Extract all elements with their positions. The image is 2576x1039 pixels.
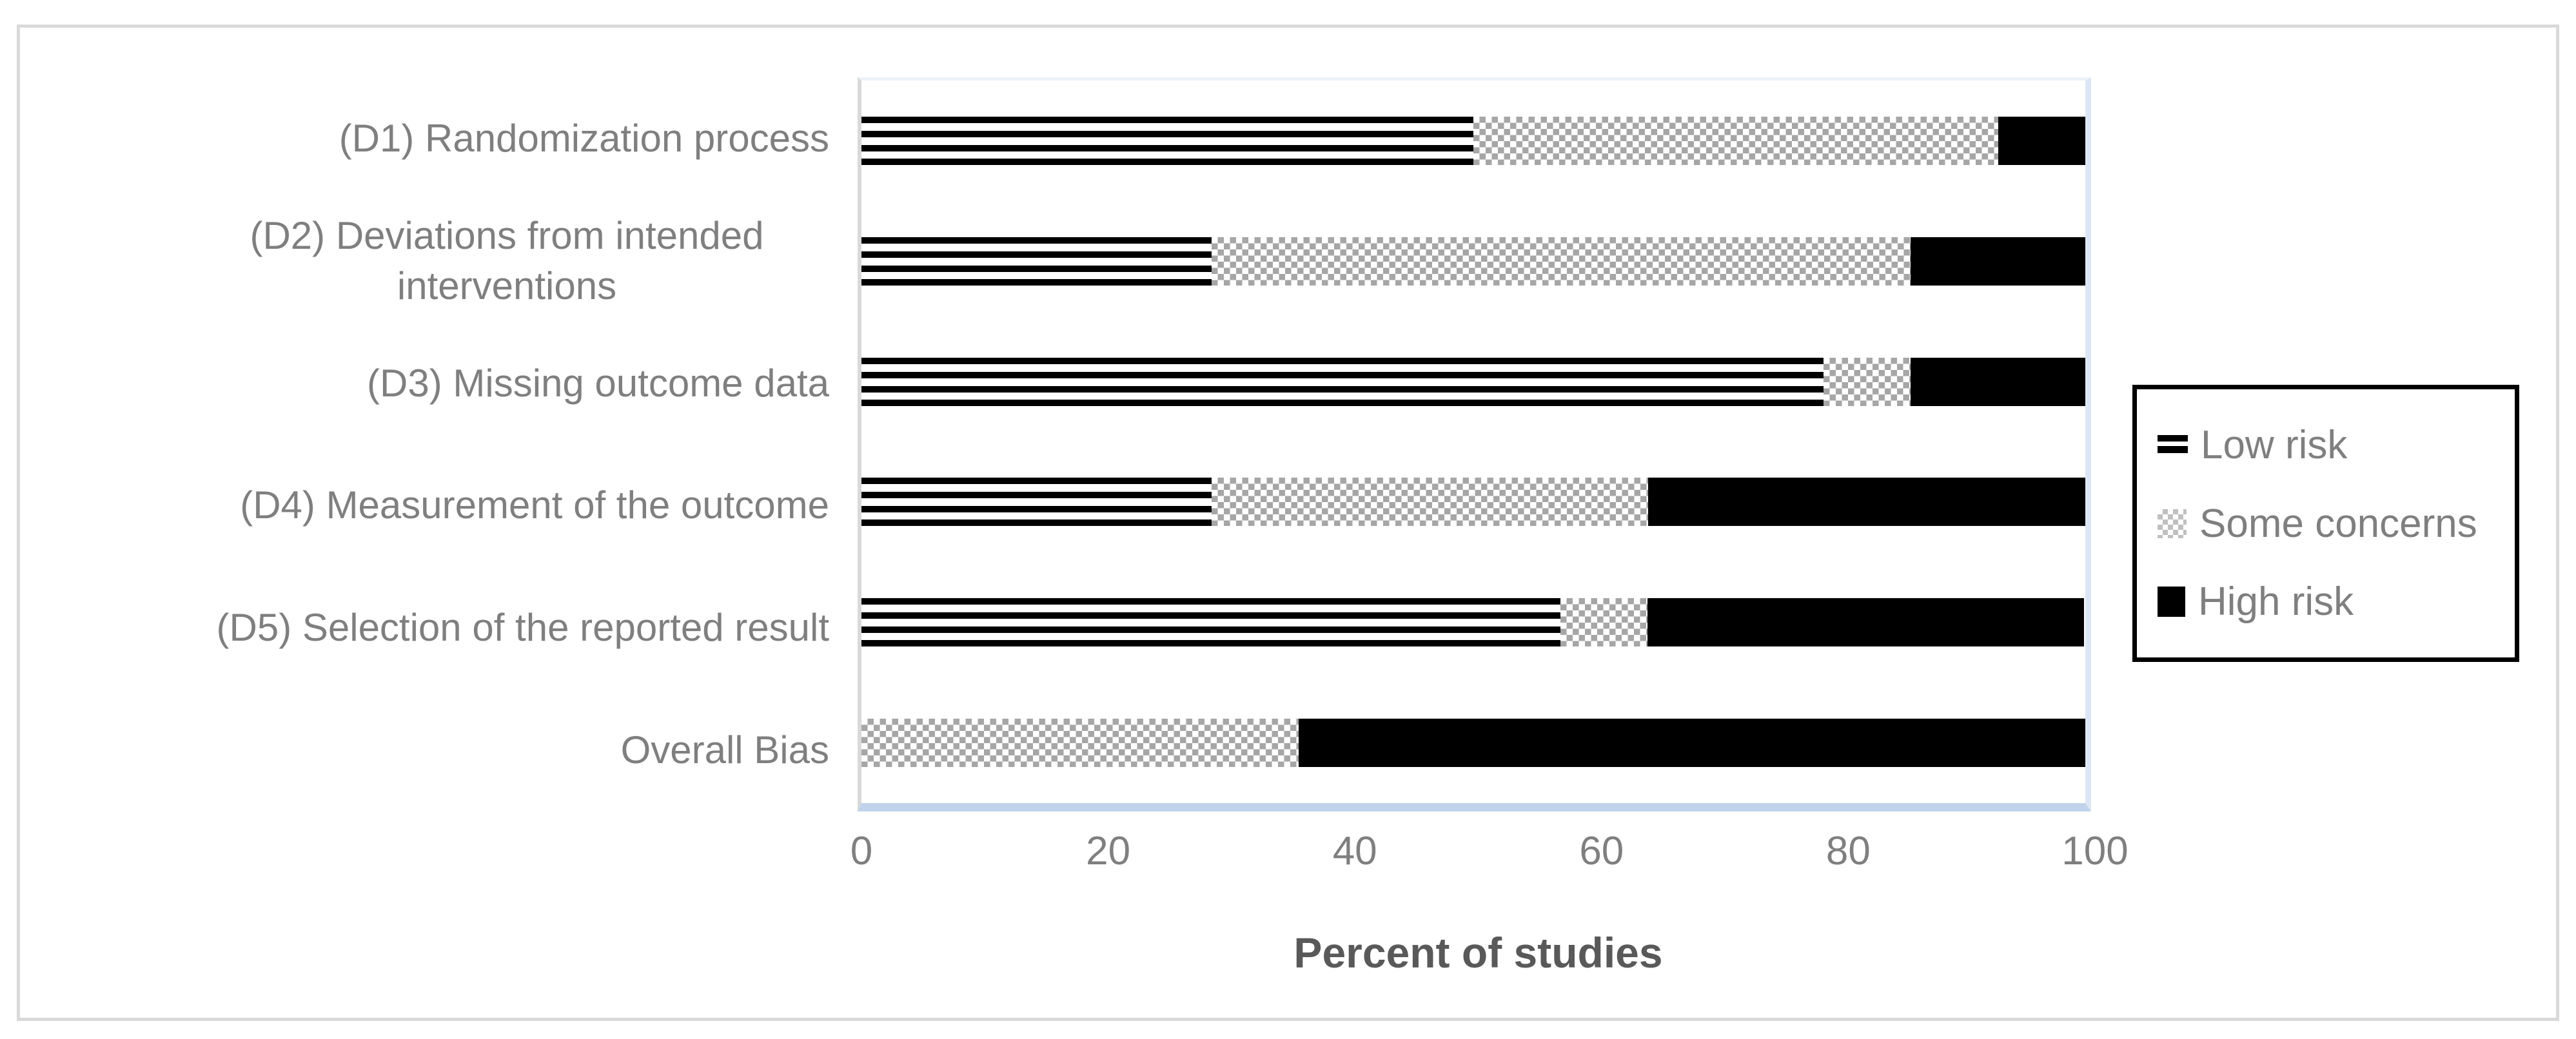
x-axis-tick-label: 60 [1579,829,1624,873]
stacked-bar [861,237,2085,286]
bar-segment-some-concerns [1560,598,1647,647]
category-label-text: (D2) Deviations from intended interventi… [250,213,764,307]
category-label-text: (D3) Missing outcome data [367,361,829,405]
stacked-bar [861,478,2085,527]
x-axis-tick-label: 40 [1332,829,1377,873]
legend-entry: Some concerns [2158,501,2515,547]
legend-label: High risk [2198,579,2354,625]
bar-segment-low-risk [861,357,1824,406]
bar-segment-some-concerns [1211,237,1911,286]
bar-segment-high-risk [1998,116,2085,165]
bar-row [861,81,2085,201]
legend-label: Some concerns [2199,501,2477,546]
bar-segment-low-risk [861,237,1212,286]
category-label: (D4) Measurement of the outcome [36,444,836,567]
bar-segment-low-risk [861,598,1560,647]
bar-segment-high-risk [1647,598,2085,647]
category-label-text: (D4) Measurement of the outcome [240,483,829,527]
category-label: Overall Bias [36,689,836,811]
bar-row [861,683,2085,803]
bar-segment-low-risk [861,478,1212,527]
bar-series-container [861,81,2085,803]
legend-swatch-solid-icon [2158,587,2185,617]
legend-swatch-checker-icon [2158,509,2187,538]
bar-segment-high-risk [1648,478,2085,527]
legend-box: Low risk Some concerns High risk [2132,385,2519,662]
bar-segment-some-concerns [1823,357,1911,406]
x-axis-title: Percent of studies [1293,929,1663,976]
x-axis-tick-label: 80 [1825,829,1871,873]
stacked-bar [861,357,2085,406]
stacked-bar [861,719,2085,768]
x-axis-tick-label: 20 [1086,829,1131,873]
legend-label: Low risk [2201,422,2348,467]
stacked-bar [861,598,2085,647]
bar-row [861,562,2085,683]
category-label: (D3) Missing outcome data [36,322,836,445]
category-label: (D5) Selection of the reported result [36,567,836,689]
x-axis-tick-labels: 0 20 40 60 80 100 [850,828,2129,886]
bar-row [861,322,2085,442]
bar-segment-low-risk [861,116,1473,165]
category-label: (D2) Deviations from intended interventi… [36,200,836,322]
bar-segment-some-concerns [1211,478,1649,527]
category-axis-labels: (D1) Randomization process (D2) Deviation… [36,77,836,811]
bar-segment-some-concerns [861,719,1299,768]
bar-segment-high-risk [1910,357,2085,406]
legend-entry: Low risk [2158,422,2515,468]
category-label-text: (D1) Randomization process [339,116,829,160]
bar-segment-high-risk [1910,237,2085,286]
x-axis-tick-label: 0 [850,829,873,873]
bar-row [861,442,2085,562]
bar-segment-high-risk [1298,719,2085,768]
stacked-bar [861,116,2085,165]
category-label-text: (D5) Selection of the reported result [216,606,829,650]
bar-row [861,201,2085,322]
plot-area [858,77,2091,811]
legend-entry: High risk [2158,579,2515,625]
bar-segment-some-concerns [1473,116,1999,165]
legend-swatch-stripes-icon [2158,433,2188,457]
category-label-text: Overall Bias [620,728,829,772]
x-axis-tick-label: 100 [2061,829,2129,873]
category-label: (D1) Randomization process [36,77,836,200]
